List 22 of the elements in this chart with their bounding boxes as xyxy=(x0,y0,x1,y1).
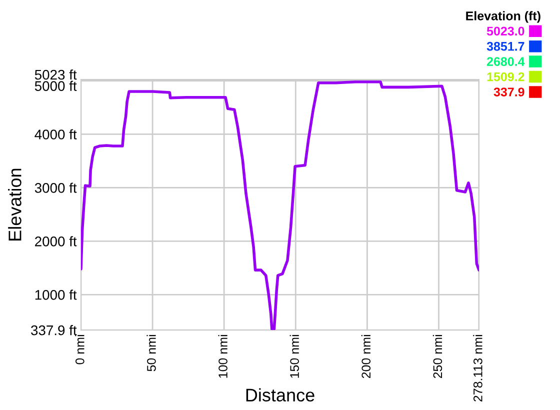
x-tick-label: 0 nmi xyxy=(75,335,84,364)
color-bar-label: 5023.0 xyxy=(486,26,524,36)
color-bar-title: Elevation (ft) xyxy=(466,11,540,23)
x-tick-label: 50 nmi xyxy=(146,335,156,372)
y-tick-label: 4000 ft xyxy=(34,129,77,140)
color-bar-label: 3851.7 xyxy=(486,42,524,51)
y-tick-label: 2000 ft xyxy=(35,236,77,246)
x-tick-label: 278.113 nmi xyxy=(473,335,482,402)
y-axis-title: Elevation xyxy=(8,168,22,240)
x-tick-label: 200 nmi xyxy=(361,335,371,378)
x-axis-title: Distance xyxy=(246,388,314,402)
color-bar-label: 2680.4 xyxy=(486,57,525,66)
color-bar-label: 1509.2 xyxy=(487,72,524,82)
x-tick-label: 150 nmi xyxy=(290,335,299,378)
y-tick-label: 5023 ft xyxy=(34,69,77,80)
x-tick-label: 250 nmi xyxy=(432,335,442,378)
y-tick-label: 337.9 ft xyxy=(31,325,77,336)
x-tick-label: 100 nmi xyxy=(218,335,228,378)
y-tick-label: 3000 ft xyxy=(34,182,77,193)
y-tick-label: 1000 ft xyxy=(35,290,77,300)
color-bar-label: 337.9 xyxy=(494,88,524,96)
y-tick-label: 5000 ft xyxy=(34,80,77,91)
